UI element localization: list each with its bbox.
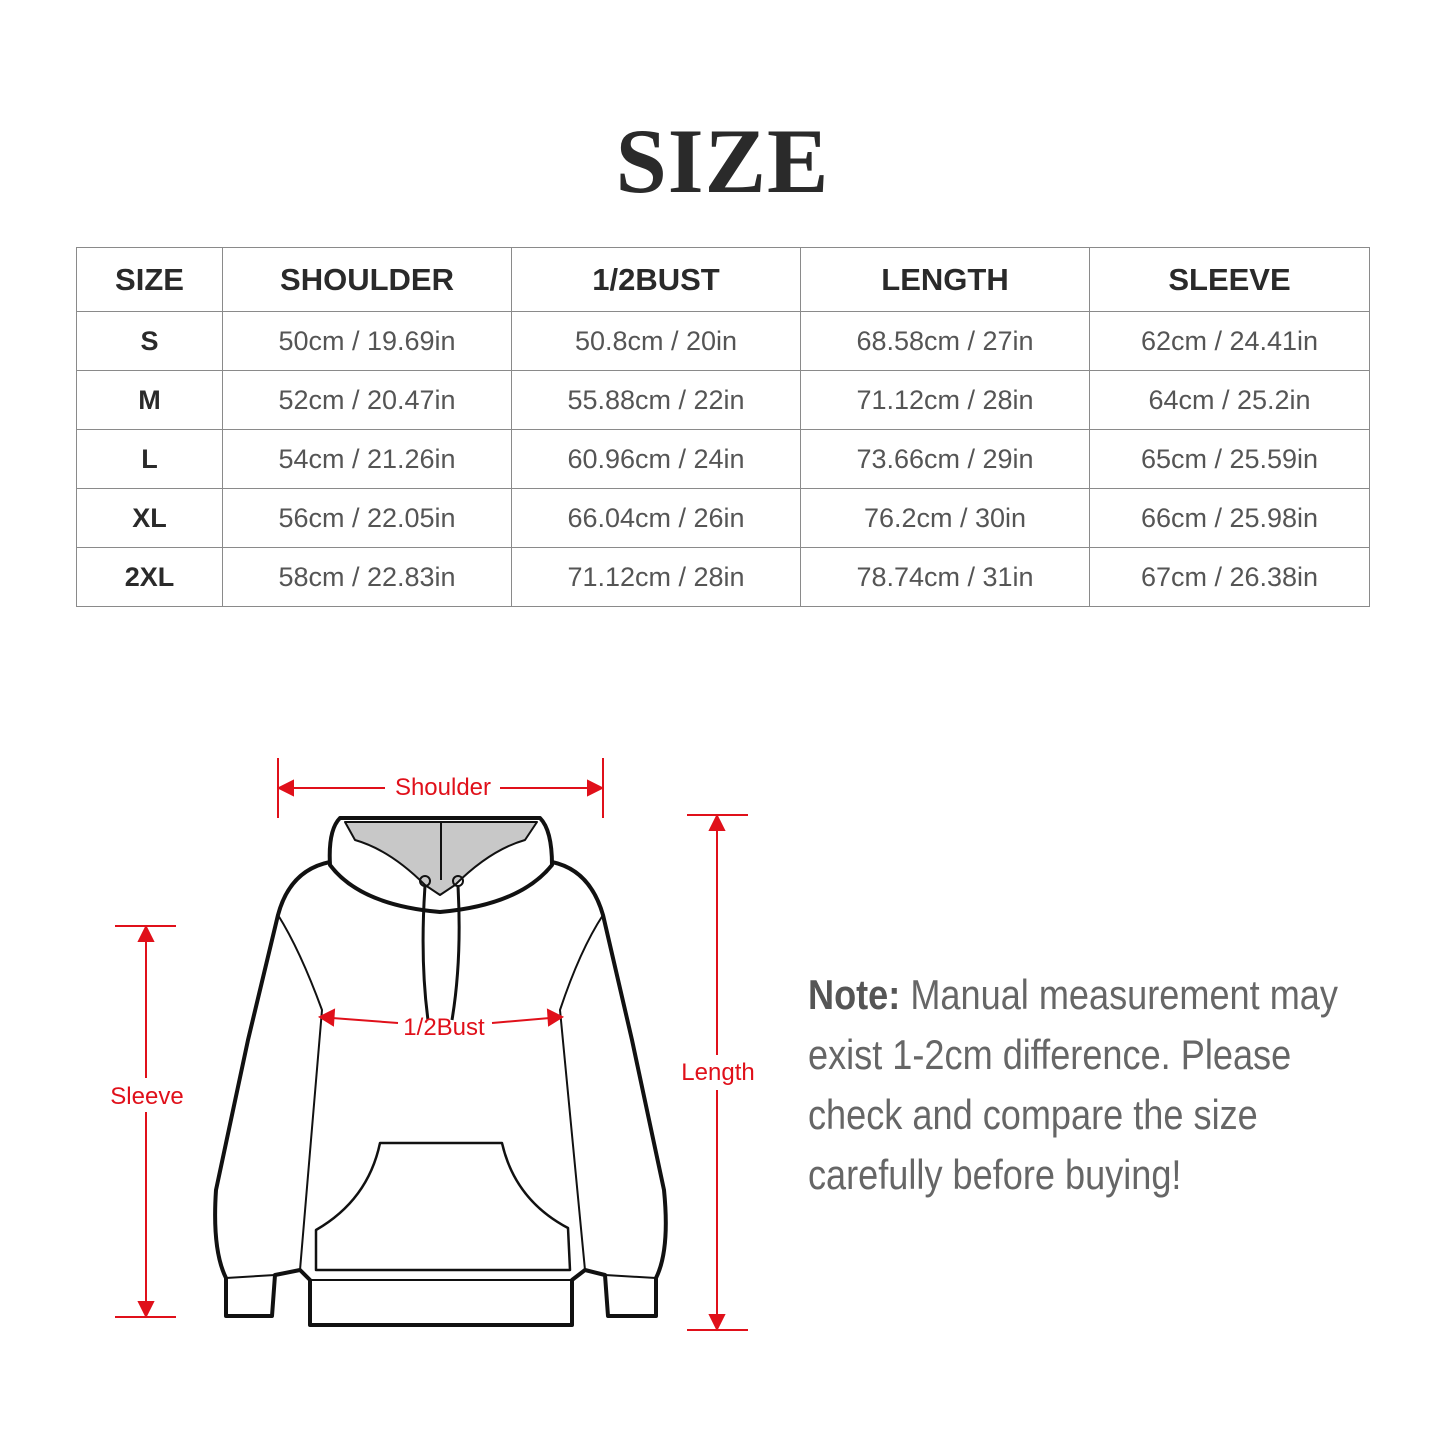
page-title: SIZE (615, 110, 830, 212)
table-row: XL 56cm / 22.05in 66.04cm / 26in 76.2cm / 3… (76, 488, 1370, 548)
measurement-cell: 58cm / 22.83in (222, 547, 512, 607)
note-label: Note: (808, 971, 901, 1018)
size-cell: XL (76, 488, 223, 548)
measurement-cell: 66cm / 25.98in (1089, 488, 1370, 548)
table-row: S 50cm / 19.69in 50.8cm / 20in 68.58cm / 27… (76, 311, 1370, 371)
measurement-cell: 67cm / 26.38in (1089, 547, 1370, 607)
measurement-cell: 65cm / 25.59in (1089, 429, 1370, 489)
measurement-cell: 71.12cm / 28in (800, 370, 1090, 430)
shoulder-label: Shoulder (395, 774, 491, 801)
measurement-cell: 54cm / 21.26in (222, 429, 512, 489)
measurement-cell: 78.74cm / 31in (800, 547, 1090, 607)
note-text: Note: Manual measurement may exist 1-2cm… (808, 965, 1358, 1205)
header-length: LENGTH (800, 247, 1090, 312)
table-row: L 54cm / 21.26in 60.96cm / 24in 73.66cm / 2… (76, 429, 1370, 489)
header-sleeve: SLEEVE (1089, 247, 1370, 312)
size-cell: L (76, 429, 223, 489)
measurement-cell: 66.04cm / 26in (511, 488, 801, 548)
table-row: M 52cm / 20.47in 55.88cm / 22in 71.12cm / 2… (76, 370, 1370, 430)
measurement-cell: 52cm / 20.47in (222, 370, 512, 430)
size-cell: S (76, 311, 223, 371)
table-header-row: SIZE SHOULDER 1/2BUST LENGTH SLEEVE (76, 247, 1370, 312)
measurement-cell: 50cm / 19.69in (222, 311, 512, 371)
table-row: 2XL 58cm / 22.83in 71.12cm / 28in 78.74cm /… (76, 547, 1370, 607)
header-bust: 1/2BUST (511, 247, 801, 312)
size-table: SIZE SHOULDER 1/2BUST LENGTH SLEEVE S 50c… (76, 247, 1370, 607)
sleeve-label: Sleeve (110, 1083, 183, 1110)
measurement-cell: 62cm / 24.41in (1089, 311, 1370, 371)
length-label: Length (681, 1059, 754, 1086)
measurement-cell: 50.8cm / 20in (511, 311, 801, 371)
measurement-cell: 64cm / 25.2in (1089, 370, 1370, 430)
note-body: Manual measurement may exist 1-2cm diffe… (808, 971, 1338, 1198)
measurement-cell: 56cm / 22.05in (222, 488, 512, 548)
measurement-arrows (115, 758, 748, 1332)
measurement-cell: 55.88cm / 22in (511, 370, 801, 430)
size-cell: M (76, 370, 223, 430)
size-cell: 2XL (76, 547, 223, 607)
header-size: SIZE (76, 247, 223, 312)
hoodie-outline (213, 816, 668, 1327)
measurement-cell: 60.96cm / 24in (511, 429, 801, 489)
bust-label: 1/2Bust (403, 1014, 485, 1041)
